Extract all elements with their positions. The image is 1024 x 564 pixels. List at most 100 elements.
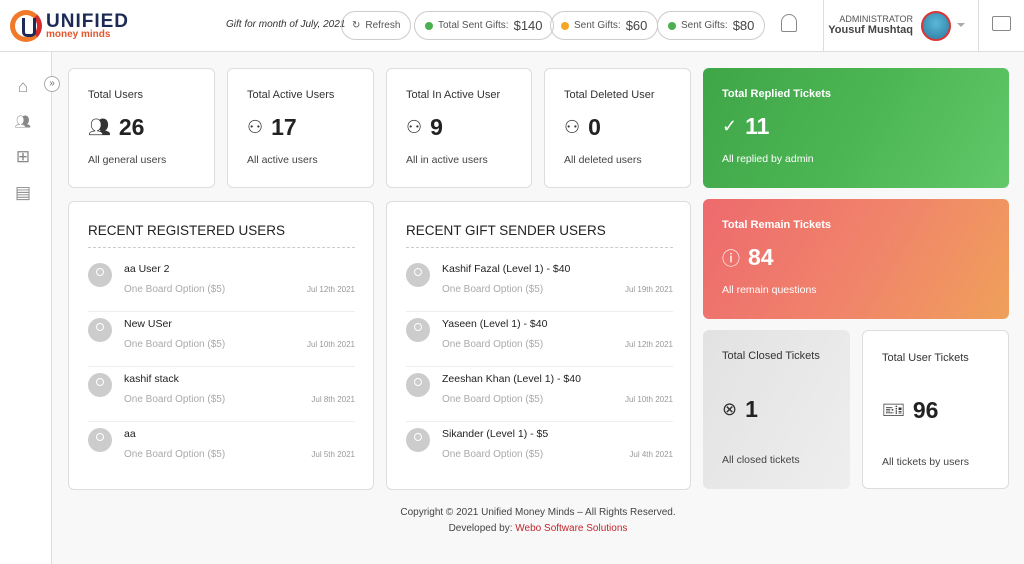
refresh-label: Refresh (365, 20, 401, 31)
stat-title: Total In Active User (406, 89, 501, 101)
recent-registered-users-panel: RECENT REGISTERED USERS aa User 2 One Boa… (68, 201, 374, 490)
stat-title: Total Closed Tickets (722, 350, 820, 362)
stat-value: 96 (912, 397, 939, 423)
status-dot-icon (425, 21, 433, 30)
home-icon[interactable]: ⌂ (17, 77, 29, 96)
item-sub: One Board Option ($5) (442, 339, 544, 350)
users-icon: 👥︎ (88, 117, 111, 137)
stat-value: 84 (748, 244, 774, 270)
list-item[interactable]: Zeeshan Khan (Level 1) - $40 One Board Op… (406, 367, 673, 422)
user-x-icon: ⚇ (564, 117, 581, 137)
stat-title: Total Remain Tickets (722, 219, 832, 231)
item-sub: One Board Option ($5) (442, 449, 544, 460)
stat-title: Total Active Users (247, 89, 335, 101)
developer-label: Developed by: (448, 523, 513, 534)
sent-gifts-pending-pill[interactable]: Sent Gifts: $60 (550, 11, 659, 40)
stat-title: Total Users (88, 89, 144, 101)
stat-title: Total Deleted User (564, 89, 655, 101)
stat-value: 1 (745, 396, 758, 422)
item-name: Yaseen (Level 1) - $40 (442, 318, 548, 330)
message-icon[interactable]: ▤ (14, 183, 32, 202)
check-circle-icon: ✓ (722, 116, 738, 136)
user-avatar-icon (88, 263, 112, 287)
stat-sub: All deleted users (564, 154, 642, 166)
stat-sub: All in active users (406, 154, 488, 166)
user-avatar-icon (88, 318, 112, 342)
user-avatar-icon (406, 428, 430, 452)
item-sub: One Board Option ($5) (124, 284, 226, 295)
stat-total-users: Total Users 👥︎ 26 All general users (68, 68, 215, 188)
stat-value: 17 (271, 114, 297, 140)
stat-replied-tickets: Total Replied Tickets ✓ 11 All replied by a… (703, 68, 1009, 188)
stat-closed-tickets: Total Closed Tickets ⊗ 1 All closed tickets (703, 330, 850, 489)
stat-value: 9 (430, 114, 443, 140)
list-item[interactable]: Kashif Fazal (Level 1) - $40 One Board Op… (406, 257, 673, 312)
item-date: Jul 5th 2021 (311, 450, 355, 459)
chat-icon[interactable] (992, 16, 1011, 31)
list-item[interactable]: New USer One Board Option ($5) Jul 10th 20… (88, 312, 355, 367)
gift-month-label: Gift for month of July, 2021 (226, 19, 346, 30)
user-menu[interactable]: ADMINISTRATOR Yousuf Mushtaq (820, 14, 913, 36)
item-name: Sikander (Level 1) - $5 (442, 428, 549, 440)
stat-deleted-users: Total Deleted User ⚇ 0 All deleted users (544, 68, 691, 188)
list-item[interactable]: aa User 2 One Board Option ($5) Jul 12th 2… (88, 257, 355, 312)
check-dot-icon (668, 21, 676, 30)
user-role: ADMINISTRATOR (839, 14, 913, 24)
stat-remain-tickets: Total Remain Tickets ⓘ 84 All remain questi… (703, 199, 1009, 319)
pill-label: Total Sent Gifts: (438, 20, 509, 31)
gift-icon[interactable]: ⊞ (15, 147, 31, 166)
x-circle-icon: ⊗ (722, 399, 738, 419)
stat-sub: All general users (88, 154, 167, 166)
stat-sub: All tickets by users (882, 456, 969, 468)
developer-link[interactable]: Webo Software Solutions (515, 523, 628, 534)
item-name: aa (124, 428, 136, 440)
item-name: kashif stack (124, 373, 179, 385)
sent-gifts-done-pill[interactable]: Sent Gifts: $80 (657, 11, 766, 40)
logo[interactable]: UNIFIED money minds (10, 10, 129, 42)
stat-sub: All remain questions (722, 284, 817, 296)
sidebar-toggle-button[interactable]: » (44, 76, 60, 92)
item-date: Jul 12th 2021 (624, 340, 673, 349)
users-icon[interactable]: 👥︎ (14, 114, 32, 129)
logo-subtext: money minds (46, 28, 111, 40)
stat-sub: All replied by admin (722, 153, 814, 165)
list-item[interactable]: kashif stack One Board Option ($5) Jul 8th… (88, 367, 355, 422)
item-date: Jul 4th 2021 (629, 450, 673, 459)
item-sub: One Board Option ($5) (124, 339, 226, 350)
user-gear-icon: ⚇ (406, 117, 423, 137)
logo-text: UNIFIED (46, 10, 129, 32)
stat-inactive-users: Total In Active User ⚇ 9 All in active user… (386, 68, 532, 188)
list-item[interactable]: Yaseen (Level 1) - $40 One Board Option (… (406, 312, 673, 367)
item-name: Kashif Fazal (Level 1) - $40 (442, 263, 571, 275)
stat-sub: All closed tickets (722, 454, 800, 466)
stat-user-tickets: Total User Tickets 🎫︎ 96 All tickets by use… (862, 330, 1009, 489)
total-sent-gifts-pill[interactable]: Total Sent Gifts: $140 (414, 11, 554, 40)
user-avatar-icon (406, 318, 430, 342)
ticket-icon: 🎫︎ (882, 400, 905, 420)
user-avatar-icon (88, 428, 112, 452)
list-item[interactable]: aa One Board Option ($5) Jul 5th 2021 (88, 422, 355, 477)
bell-icon[interactable] (781, 14, 797, 32)
status-dot-icon (561, 21, 569, 30)
stat-value: 0 (588, 114, 601, 140)
user-name: Yousuf Mushtaq (828, 24, 913, 36)
item-name: New USer (124, 318, 172, 330)
logo-icon (10, 10, 42, 42)
pill-label: Sent Gifts: (574, 20, 621, 31)
user-avatar-icon (406, 263, 430, 287)
refresh-button[interactable]: ↻ Refresh (341, 11, 412, 40)
item-date: Jul 12th 2021 (306, 285, 355, 294)
item-date: Jul 19th 2021 (624, 285, 673, 294)
divider (823, 0, 824, 52)
avatar[interactable] (921, 11, 951, 41)
pill-value: $80 (732, 18, 755, 33)
item-sub: One Board Option ($5) (124, 449, 226, 460)
chevron-down-icon[interactable] (957, 23, 965, 31)
recent-gift-senders-panel: RECENT GIFT SENDER USERS Kashif Fazal (L… (386, 201, 691, 490)
top-header: UNIFIED money minds Gift for month of Jul… (0, 0, 1024, 52)
list-item[interactable]: Sikander (Level 1) - $5 One Board Option … (406, 422, 673, 477)
sidebar: ⌂ 👥︎ ⊞ ▤ (0, 52, 52, 564)
stat-title: Total User Tickets (882, 352, 969, 364)
item-date: Jul 10th 2021 (624, 395, 673, 404)
item-name: Zeeshan Khan (Level 1) - $40 (442, 373, 581, 385)
